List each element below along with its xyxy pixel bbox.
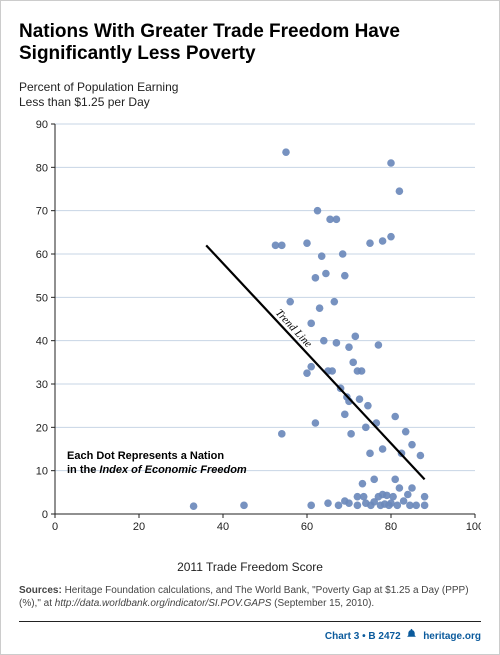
- x-axis-label: 2011 Trade Freedom Score: [19, 560, 481, 574]
- svg-text:Trend Line: Trend Line: [273, 307, 314, 350]
- svg-text:0: 0: [42, 509, 48, 521]
- svg-text:60: 60: [301, 521, 313, 533]
- svg-text:0: 0: [52, 521, 58, 533]
- site-name: heritage.org: [423, 631, 481, 642]
- chart-document: Nations With Greater Trade Freedom Have …: [0, 0, 500, 655]
- chart-number: Chart 3 • B 2472: [325, 631, 401, 642]
- dot-annotation: Each Dot Represents a Nation in the Inde…: [67, 450, 247, 478]
- scatter-chart: 0 10 20 30 40 50 60 70 80 90 0 20 40 60 80 100 Trend Lin…: [19, 116, 481, 556]
- svg-text:90: 90: [36, 119, 48, 131]
- bell-icon: [406, 628, 417, 639]
- svg-text:60: 60: [36, 249, 48, 261]
- svg-text:40: 40: [36, 335, 48, 347]
- sources-text: Sources: Heritage Foundation calculation…: [19, 584, 481, 622]
- svg-text:50: 50: [36, 292, 48, 304]
- svg-text:20: 20: [133, 521, 145, 533]
- svg-text:80: 80: [385, 521, 397, 533]
- svg-text:40: 40: [217, 521, 229, 533]
- footer: Chart 3 • B 2472 heritage.org: [19, 628, 481, 642]
- svg-text:30: 30: [36, 379, 48, 391]
- svg-text:100: 100: [466, 521, 481, 533]
- y-axis-label: Percent of Population Earning Less than …: [19, 80, 481, 110]
- svg-text:70: 70: [36, 205, 48, 217]
- svg-text:20: 20: [36, 422, 48, 434]
- svg-text:80: 80: [36, 162, 48, 174]
- svg-text:10: 10: [36, 465, 48, 477]
- chart-title: Nations With Greater Trade Freedom Have …: [19, 21, 481, 66]
